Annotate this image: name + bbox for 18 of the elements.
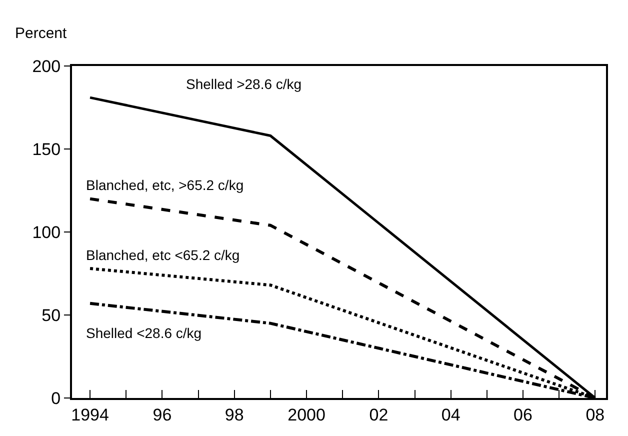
y-axis-title: Percent [15, 25, 68, 42]
x-tick-label: 96 [152, 405, 172, 424]
y-tick-label: 200 [32, 56, 61, 76]
y-tick-label: 150 [32, 140, 61, 159]
x-tick-label: 04 [441, 405, 460, 424]
x-tick-label: 06 [514, 405, 532, 424]
x-tick-label: 98 [224, 405, 244, 424]
series-label: Blanched, etc <65.2 c/kg [86, 247, 240, 263]
x-tick-label: 1994 [71, 405, 109, 424]
x-tick-label: 02 [369, 405, 388, 424]
y-tick-label: 0 [51, 388, 61, 408]
series-label: Shelled >28.6 c/kg [186, 76, 302, 92]
y-tick-label: 50 [42, 306, 61, 325]
series-label: Blanched, etc, >65.2 c/kg [86, 177, 244, 193]
y-tick-label: 100 [32, 222, 61, 242]
series-label: Shelled <28.6 c/kg [86, 325, 202, 341]
x-tick-label: 2000 [288, 405, 326, 424]
x-tick-label: 08 [586, 405, 605, 424]
